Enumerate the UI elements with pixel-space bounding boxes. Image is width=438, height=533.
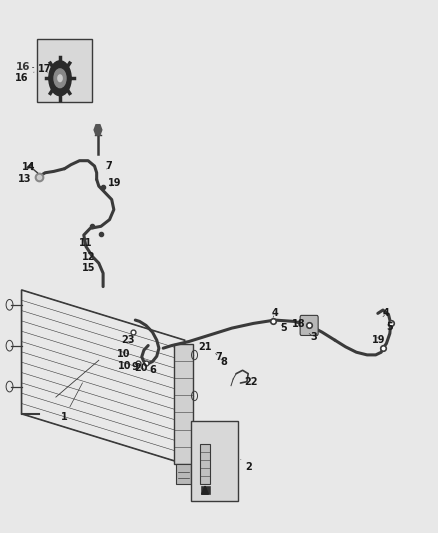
Text: 12: 12 [82, 252, 95, 262]
FancyBboxPatch shape [36, 39, 92, 102]
Text: 9: 9 [131, 362, 138, 372]
Text: 19: 19 [108, 178, 121, 188]
Text: 22: 22 [244, 377, 258, 386]
Text: - o: - o [60, 47, 71, 56]
Circle shape [58, 75, 62, 82]
Text: 19: 19 [372, 335, 386, 345]
Text: 16: 16 [16, 62, 30, 72]
Text: 1: 1 [61, 383, 82, 422]
Text: 8: 8 [221, 357, 228, 367]
Text: 4: 4 [272, 309, 278, 318]
Text: 21: 21 [198, 342, 212, 352]
Text: 17: 17 [44, 47, 58, 57]
Text: 15: 15 [82, 263, 95, 273]
Text: 17: 17 [39, 64, 52, 74]
Text: 5: 5 [280, 323, 287, 333]
Text: 16: 16 [15, 72, 34, 83]
Circle shape [49, 61, 71, 95]
Text: 5: 5 [386, 322, 393, 332]
Text: 3: 3 [309, 332, 317, 342]
Text: 4: 4 [383, 309, 390, 318]
Text: 13: 13 [18, 174, 32, 184]
FancyBboxPatch shape [191, 421, 238, 501]
Circle shape [54, 69, 66, 87]
Text: 7: 7 [215, 352, 223, 362]
FancyBboxPatch shape [200, 444, 210, 484]
Text: 14: 14 [22, 163, 35, 172]
Text: 18: 18 [292, 319, 306, 329]
FancyBboxPatch shape [174, 343, 193, 464]
Text: 10: 10 [118, 361, 131, 370]
Text: 20: 20 [134, 364, 148, 373]
Text: 11: 11 [79, 238, 93, 248]
FancyBboxPatch shape [300, 316, 318, 335]
Text: 2: 2 [241, 459, 252, 472]
Text: 6: 6 [149, 365, 156, 375]
Polygon shape [94, 125, 102, 135]
Text: 7: 7 [105, 161, 112, 171]
FancyBboxPatch shape [176, 464, 191, 484]
FancyBboxPatch shape [201, 486, 209, 494]
Polygon shape [201, 486, 208, 494]
Text: 10: 10 [117, 349, 131, 359]
Text: 23: 23 [121, 335, 134, 345]
